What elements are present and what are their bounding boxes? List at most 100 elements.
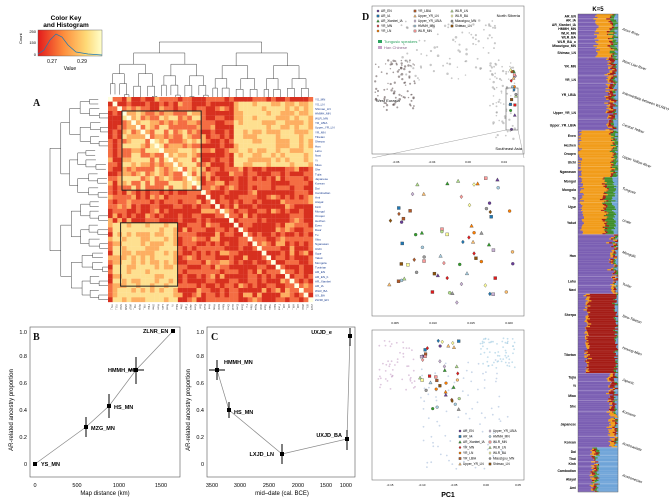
heatmap-cell [187,157,193,163]
admixture-segment [594,459,596,462]
admixture-segment [612,411,614,413]
admixture-segment [582,224,606,226]
admixture-segment [614,379,619,381]
admixture-segment [607,184,615,186]
pca-point [400,278,404,283]
admixture-segment [583,192,604,195]
heatmap-cell [303,283,309,289]
heatmap-cell [257,274,262,279]
heatmap-cell [182,292,188,298]
heatmap-cell [257,110,262,116]
admixture-segment [617,436,619,439]
heatmap-cell [117,106,123,112]
pca-background-point [477,388,479,391]
admixture-segment [578,247,615,249]
admixture-segment [614,337,617,339]
heatmap-cell [252,208,258,214]
heatmap-cell [257,222,262,228]
admixture-segment [578,341,586,343]
heatmap-cell [196,297,202,303]
pca-background-point [386,88,388,90]
admixture-segment [614,32,617,34]
pca-background-point [396,106,399,109]
admixture-segment [615,237,618,239]
color-key-ytick: 0 [34,52,37,57]
heatmap-row-label: AR_Xianbei [315,279,331,283]
admixture-segment [591,478,596,480]
admixture-segment [613,288,617,291]
heatmap-cell [243,241,248,247]
admixture-group [578,483,619,493]
admixture-group-label: Ugur [568,205,577,209]
heatmap-cell [191,110,197,116]
pca-point [491,292,495,296]
heatmap-cell [308,162,314,168]
pca-point [432,271,437,276]
pca-background-point [413,64,415,66]
admixture-segment [578,488,591,490]
admixture-segment [606,213,608,216]
admixture-segment [610,67,616,70]
heatmap-cell [108,204,113,209]
heatmap-cell [173,246,179,251]
pca-background-point [384,370,387,372]
heatmap-cell [149,213,155,219]
admixture-segment [611,149,613,151]
chart-c-frame [206,326,356,478]
admixture-segment [609,407,612,409]
admixture-segment [578,315,586,318]
heatmap-cell [108,288,113,293]
pca-background-point [402,347,405,349]
admixture-segment [589,361,616,364]
admixture-segment [609,413,616,416]
heatmap-cell [140,157,146,163]
heatmap-cell [159,260,165,265]
heatmap-cell [163,101,169,107]
pca-background-point [385,363,388,366]
heatmap-col-label: YR_LBIA [133,304,137,310]
admixture-segment [578,87,606,90]
admixture-segment [578,122,608,125]
heatmap-cell [219,264,225,270]
admixture-segment [617,81,619,83]
heatmap-cell [243,278,248,284]
admixture-group-label: AR_Xianbei_IA [552,23,577,27]
pca-point [418,375,423,380]
heatmap-cell [252,162,258,168]
pca-background-point [432,70,435,73]
admixture-segment [578,399,609,401]
heatmap-cell [229,166,234,172]
chart-c-xlabel: mid–date (cal. BCE) [255,491,309,497]
admixture-segment [613,351,616,353]
heatmap-col-label: Nganasan [254,304,258,310]
admixture-segment [578,182,581,184]
pca-background-point [378,368,381,371]
heatmap-cell [159,120,165,126]
heatmap-cell [210,180,216,186]
admixture-segment [616,147,619,149]
admixture-segment [608,390,611,392]
admixture-segment [588,365,617,367]
heatmap-cell [271,176,276,182]
pca-point [376,29,380,33]
heatmap-cell [126,208,132,214]
admixture-segment [610,29,615,32]
heatmap-cell [229,120,234,126]
heatmap-col-label: Kinh [217,304,221,310]
heatmap-cell [303,204,309,209]
heatmap-cell [210,274,216,279]
heatmap-cell [266,194,272,200]
heatmap-cell [154,246,160,251]
admixture-segment [578,444,610,447]
pca-background-point [393,90,396,93]
admixture-segment [578,392,607,395]
heatmap-row-label: Cambodian [315,191,331,195]
heatmap-cell [177,264,183,270]
admixture-segment [615,192,619,195]
admixture-segment [578,211,583,213]
heatmap-cell [149,97,155,102]
heatmap-cell [229,176,234,182]
heatmap-cell [173,180,179,186]
pca-background-point [489,69,492,73]
pca-background-point [398,93,401,96]
